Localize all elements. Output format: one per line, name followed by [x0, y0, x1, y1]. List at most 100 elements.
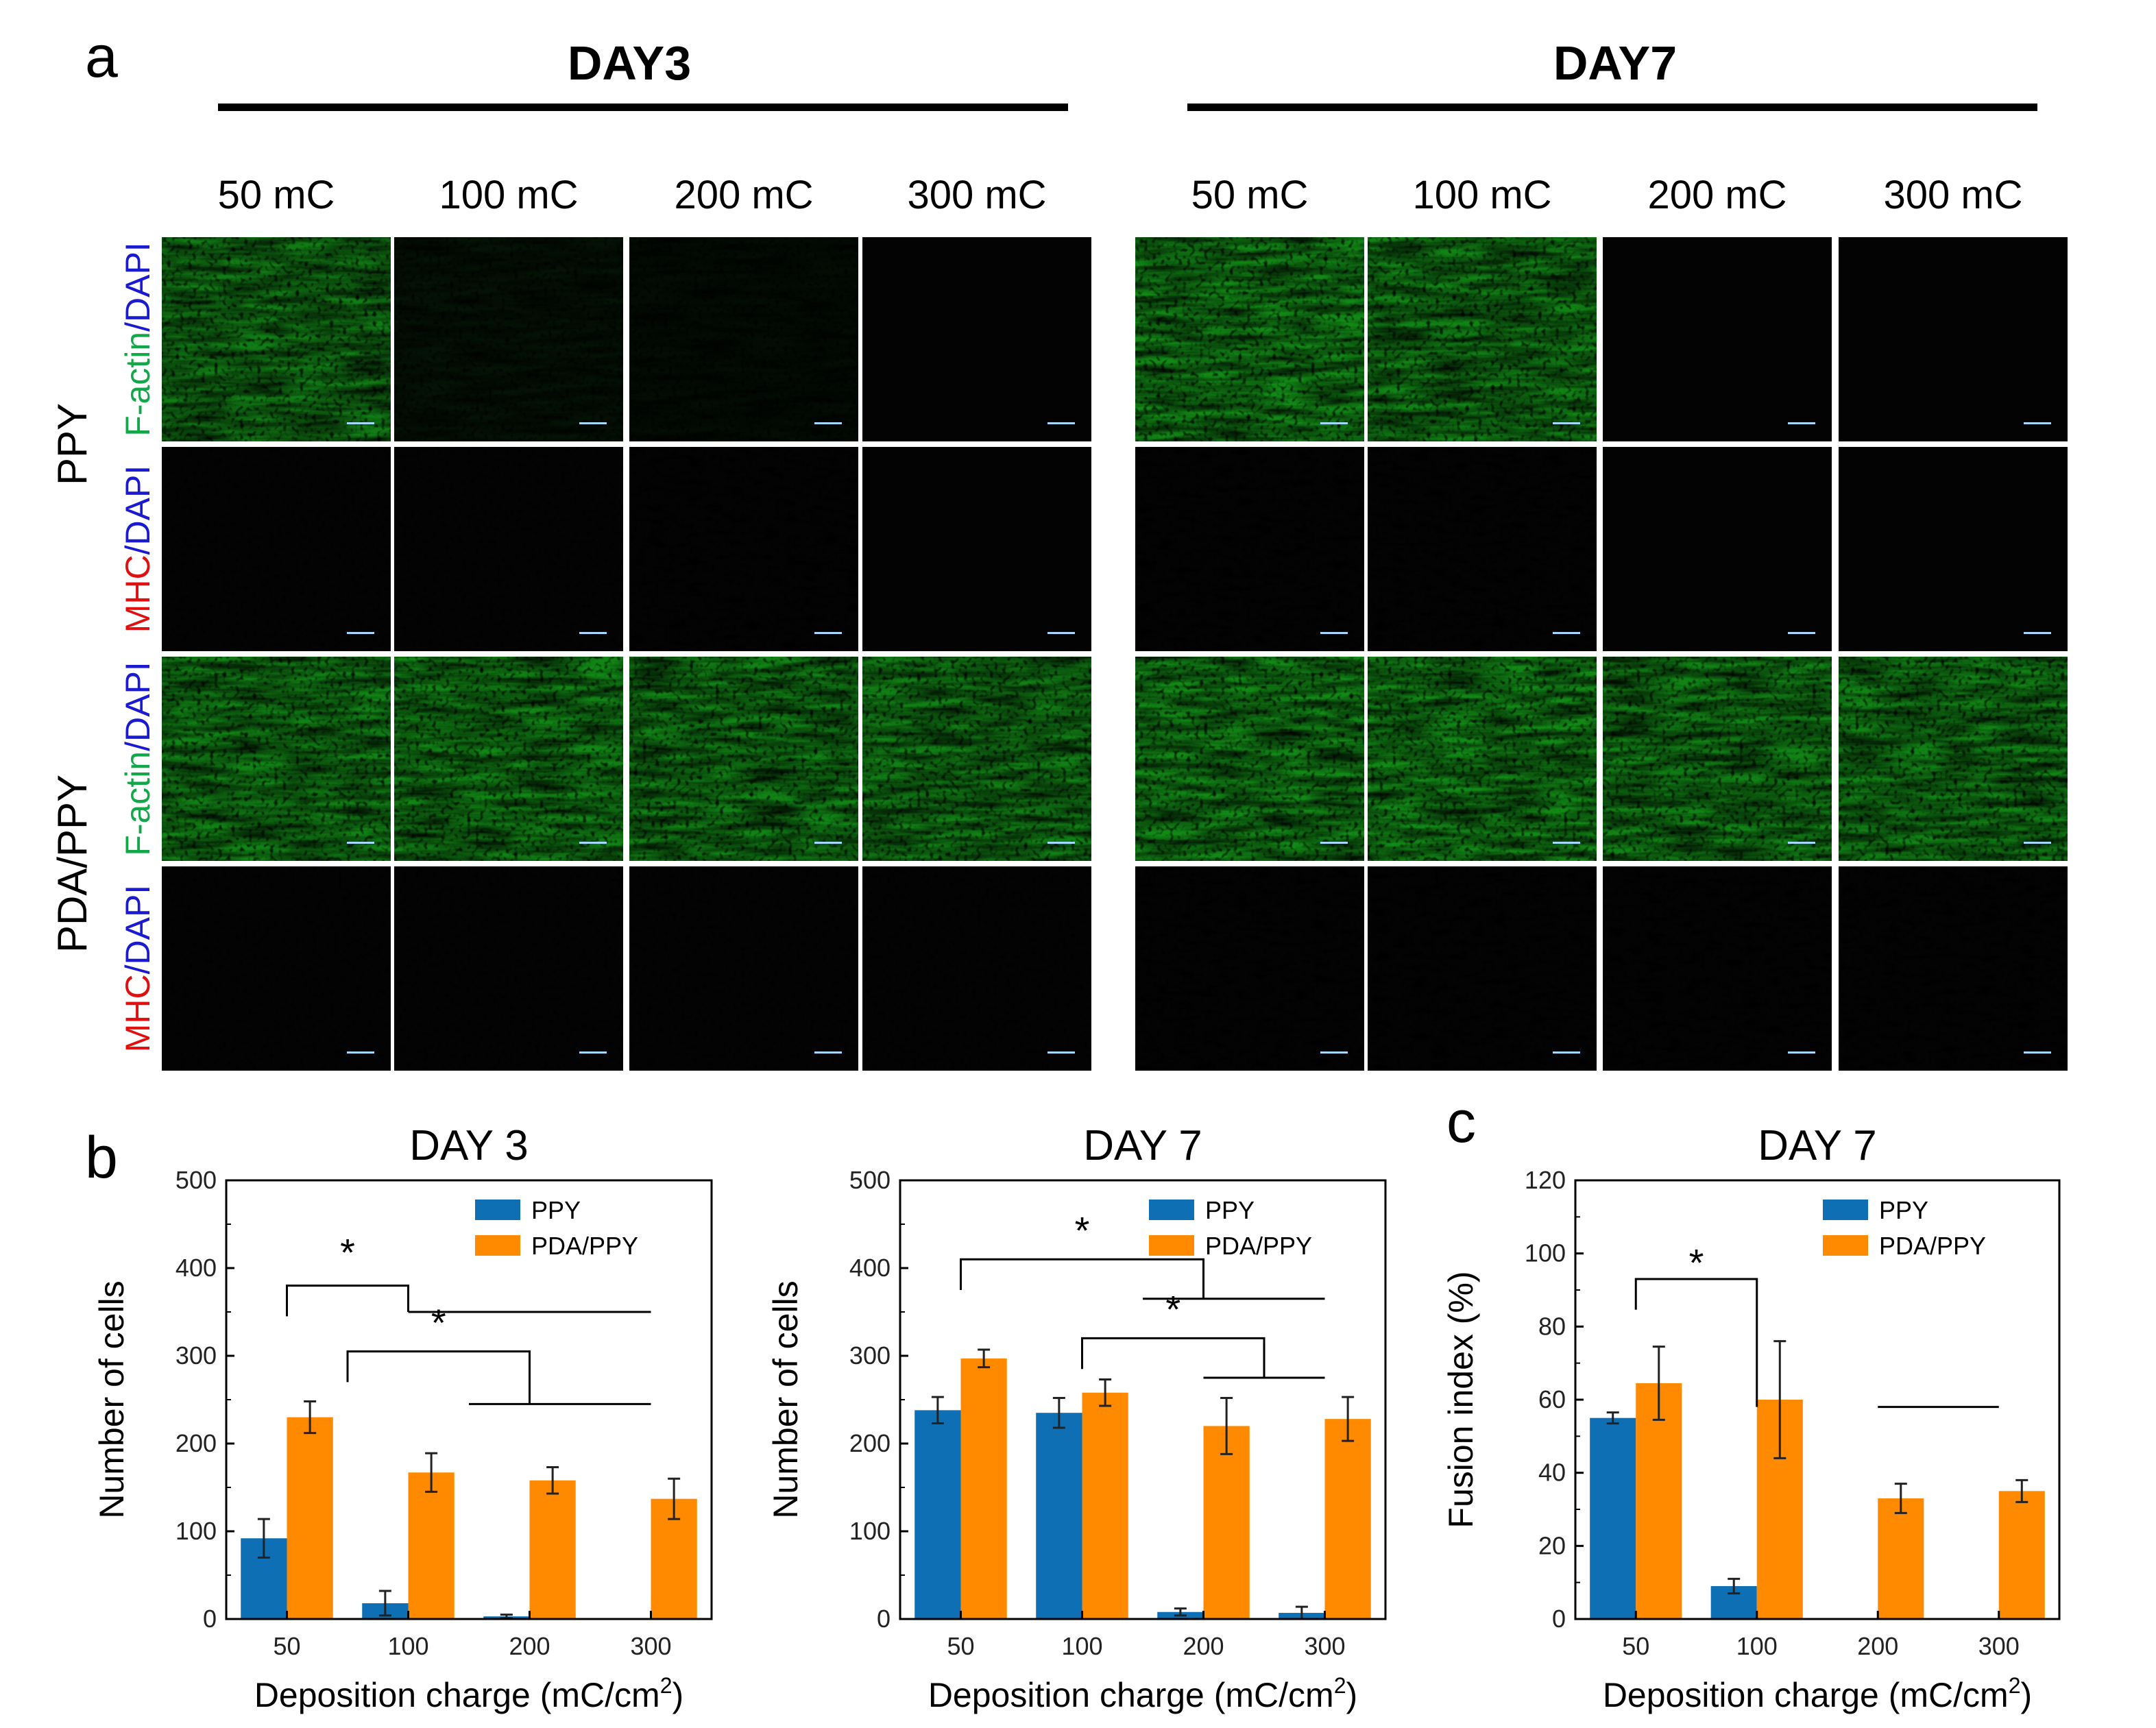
- legend-swatch: [475, 1235, 520, 1256]
- stain-label-part: DAPI: [119, 661, 157, 742]
- mhc-signal: [1368, 866, 1597, 1071]
- micrograph-tile: [1368, 237, 1597, 441]
- micrograph-tile: [1839, 237, 2068, 441]
- column-header: 300 mC: [1883, 173, 2022, 217]
- stain-label-part: /: [119, 545, 157, 555]
- y-tick-label: 100: [849, 1517, 891, 1545]
- x-axis-title-superscript: 2: [1334, 1673, 1346, 1698]
- error-bar: [257, 1518, 270, 1559]
- y-tick-label: 400: [849, 1254, 891, 1282]
- x-tick-label: 300: [1978, 1632, 2020, 1660]
- x-tick-label: 300: [630, 1632, 671, 1660]
- scale-bar: [1320, 422, 1348, 424]
- micrograph-tile: [1135, 866, 1364, 1071]
- legend-label: PDA/PPY: [1205, 1232, 1312, 1260]
- dapi-nuclei: [862, 657, 1091, 861]
- micrograph-tile: [1368, 866, 1597, 1071]
- micrograph-tile: [162, 866, 391, 1071]
- stain-label-part: /: [119, 742, 157, 751]
- error-bar: [1894, 1483, 1907, 1514]
- error-bar: [1220, 1396, 1233, 1455]
- micrograph-grid: [162, 237, 2068, 1071]
- x-tick-label: 200: [509, 1632, 550, 1660]
- column-header: 200 mC: [1647, 173, 1786, 217]
- dapi-nuclei: [629, 237, 858, 441]
- panel-c-letter: c: [1446, 1089, 1476, 1155]
- column-header: 300 mC: [907, 173, 1046, 217]
- x-axis-title-text: Deposition charge (mC/cm: [1603, 1676, 2009, 1714]
- y-tick-label: 200: [175, 1429, 217, 1457]
- actin-fibers: [394, 237, 623, 441]
- bar-pda-ppy: [408, 1472, 455, 1619]
- micrograph-tile: [862, 237, 1091, 441]
- error-bar: [304, 1400, 317, 1435]
- stain-label-part: MHC: [119, 974, 157, 1052]
- dapi-nuclei: [1135, 237, 1364, 441]
- micrograph-tile: [1839, 447, 2068, 651]
- micrograph-tile: [1839, 866, 2068, 1071]
- micrograph-tile: [862, 657, 1091, 861]
- legend-label: PDA/PPY: [531, 1232, 638, 1260]
- error-bar: [378, 1590, 391, 1617]
- column-header: 100 mC: [439, 173, 578, 217]
- dapi-nuclei: [162, 237, 391, 441]
- y-tick-label: 300: [849, 1341, 891, 1370]
- day7-bracket-line: [1187, 104, 2037, 111]
- scale-bar: [579, 842, 607, 844]
- micrograph-tile: [629, 237, 858, 441]
- chart-day3-cell-count: DAY 3 0 100 200 300 400 500 50 100 200 300 Depositi…: [93, 1122, 713, 1714]
- micrograph-tile: [1603, 866, 1832, 1071]
- group-label: PPY: [49, 403, 95, 485]
- significance-bracket: [960, 1258, 1325, 1300]
- panel-a: a DAY3 DAY7 50 mC 100 mC 200 mC 300 mC 50 mC…: [49, 24, 2068, 1071]
- x-axis-title-end: ): [2021, 1676, 2033, 1714]
- micrograph-background: [862, 237, 1091, 441]
- dapi-nuclei: [629, 447, 858, 651]
- micrograph-tile: [629, 866, 858, 1071]
- scale-bar: [1553, 422, 1580, 424]
- chart-title: DAY 3: [409, 1122, 528, 1169]
- column-header: 200 mC: [674, 173, 813, 217]
- x-tick-label: 100: [387, 1632, 428, 1660]
- dapi-nuclei: [162, 657, 391, 861]
- error-bar: [1652, 1346, 1665, 1421]
- error-bar: [425, 1452, 438, 1493]
- micrograph-tile: [862, 447, 1091, 651]
- stain-label-part: DAPI: [119, 465, 157, 546]
- scale-bar: [347, 842, 374, 844]
- scale-bar: [1047, 1051, 1075, 1054]
- y-axis-title: Number of cells: [93, 1280, 131, 1518]
- scale-bar: [1553, 1051, 1580, 1054]
- y-tick-label: 40: [1538, 1459, 1566, 1487]
- significance-bracket: [286, 1285, 651, 1317]
- bar-pda-ppy: [1998, 1491, 2045, 1619]
- x-axis-title-text: Deposition charge (mC/cm: [254, 1676, 660, 1714]
- y-tick-label: 20: [1538, 1531, 1566, 1559]
- legend-swatch: [1823, 1235, 1868, 1256]
- bar-pda-ppy: [1878, 1498, 1924, 1619]
- chart-day7-fusion-index: DAY 7 0 20 40 60 80 100 120 50 100 200 300 Depositio…: [1442, 1122, 2061, 1714]
- scale-bar: [814, 632, 842, 634]
- dapi-nuclei: [394, 866, 623, 1071]
- stain-label: MHC/DAPI: [119, 465, 157, 633]
- error-bar: [2015, 1478, 2028, 1503]
- scale-bar: [2024, 632, 2051, 634]
- stain-label-part: DAPI: [119, 885, 157, 965]
- legend-label: PDA/PPY: [1879, 1232, 1986, 1260]
- scale-bar: [1047, 422, 1075, 424]
- micrograph-tile: [394, 237, 623, 441]
- scale-bar: [1320, 842, 1348, 844]
- group-label: PDA/PPY: [49, 775, 95, 953]
- micrograph-background: [862, 447, 1091, 651]
- bar-ppy: [1590, 1417, 1636, 1619]
- dapi-nuclei: [862, 866, 1091, 1071]
- scale-bar: [347, 632, 374, 634]
- y-axis-title: Fusion index (%): [1442, 1271, 1480, 1528]
- significance-star: *: [340, 1230, 355, 1274]
- mhc-signal: [1603, 866, 1832, 1071]
- legend-label: PPY: [1205, 1196, 1255, 1224]
- scale-bar: [2024, 842, 2051, 844]
- y-tick-label: 0: [203, 1605, 217, 1633]
- dapi-nuclei: [394, 657, 623, 861]
